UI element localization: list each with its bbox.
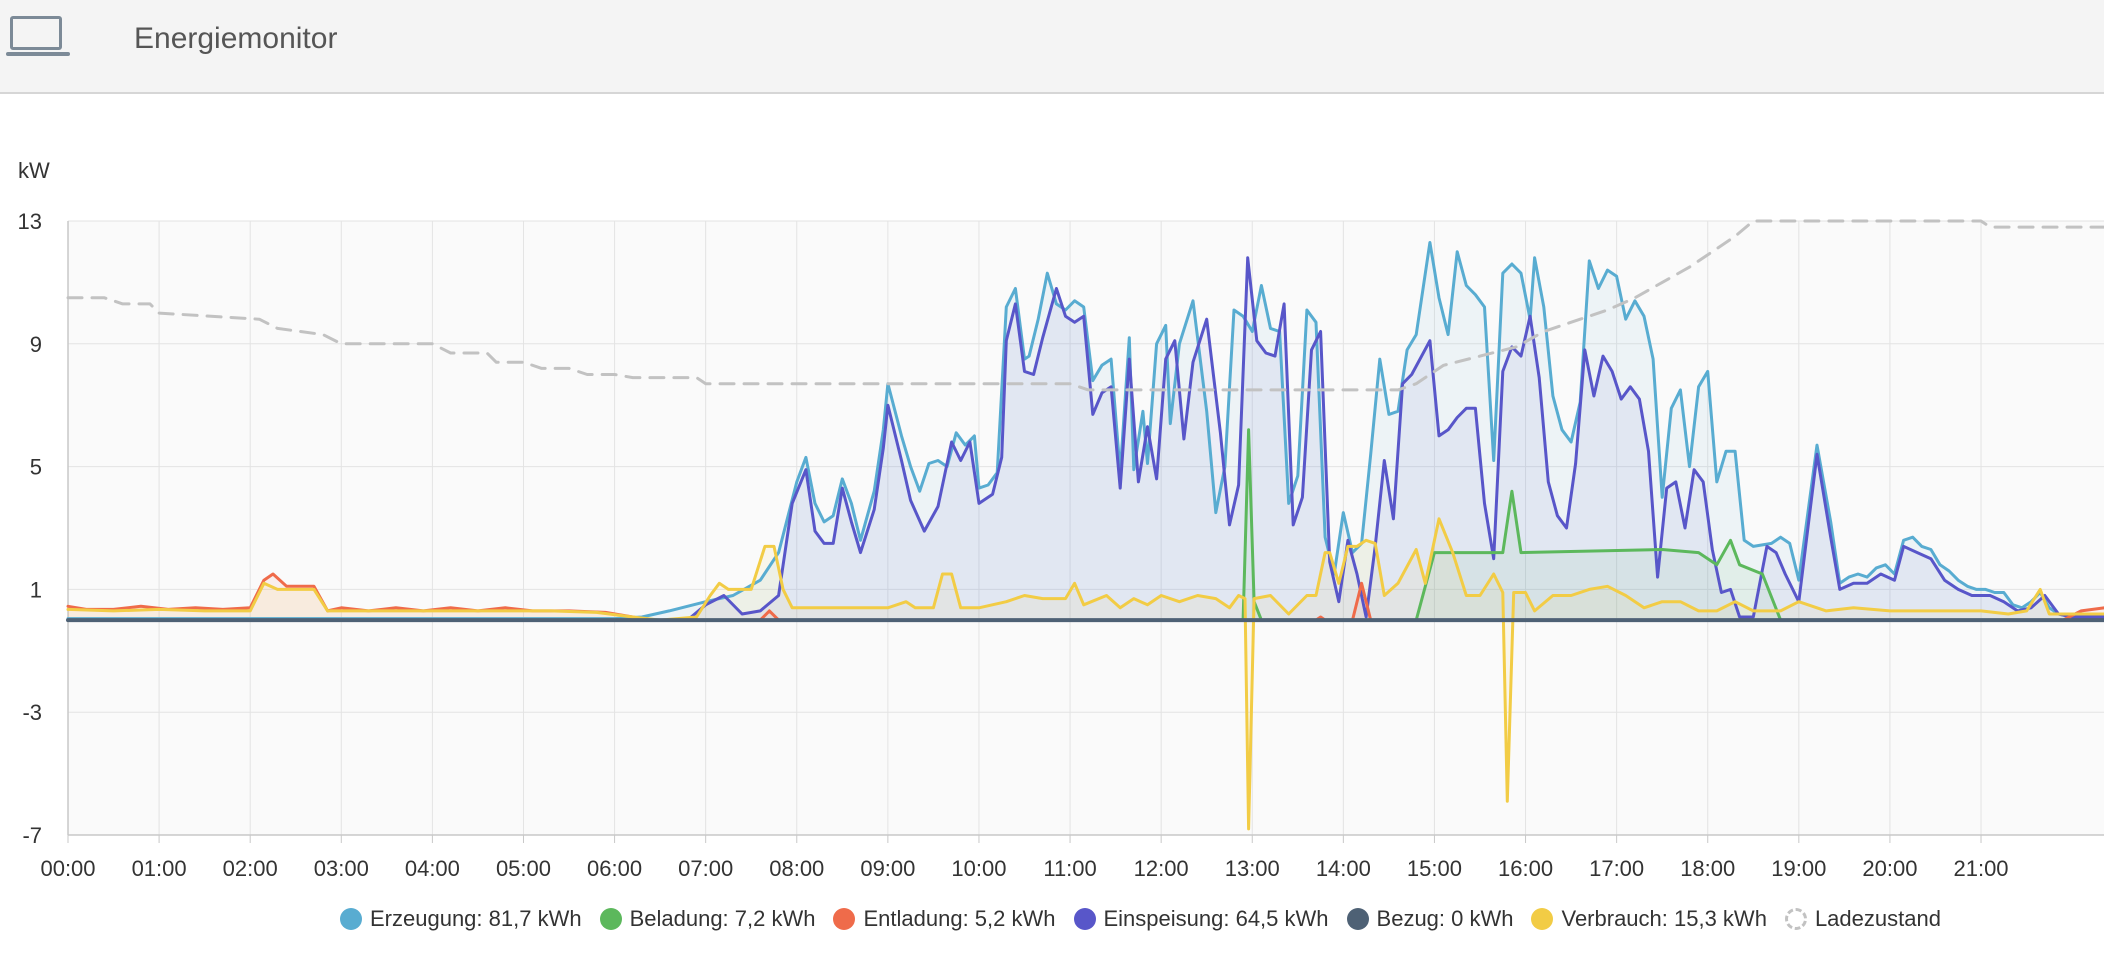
legend-label: Bezug: 0 kWh [1376,906,1514,931]
x-tick-label: 17:00 [1589,856,1644,881]
x-tick-label: 05:00 [496,856,551,881]
series-line-verbrauch [66,517,2104,831]
x-tick-label: 09:00 [860,856,915,881]
legend-swatch [1346,908,1369,930]
app-header: Energiemonitor [0,0,2104,94]
x-tick-label: 13:00 [1225,856,1280,881]
x-tick-label: 06:00 [587,856,642,881]
legend-label: Erzeugung: 81,7 kWh [370,906,582,931]
x-tick-label: 11:00 [1043,856,1096,881]
x-tick-label: 10:00 [951,856,1006,881]
series-area-beladung [68,429,2104,621]
series-area-erzeugung [68,242,2104,621]
energy-chart: kW 13 9 5 1 -3 -7 00:00 01:00 02:00 03:00 04:00 05:0… [18,158,2104,881]
legend-label: Entladung: 5,2 kWh [863,906,1056,931]
legend-label: Beladung: 7,2 kWh [629,906,816,931]
x-tick-label: 02:00 [223,856,278,881]
legend-swatch [833,908,856,930]
x-tick-label: 21:00 [1953,856,2008,881]
x-tick-label: 01:00 [132,856,187,881]
legend-swatch [340,908,362,930]
legend-label: Ladezustand [1814,906,1941,931]
legend-item-ladezustand[interactable]: Ladezustand [1784,906,1941,932]
x-tick-label: 12:00 [1134,856,1189,881]
y-tick-label: -7 [22,823,42,848]
legend-item-einspeisung[interactable]: Einspeisung: 64,5 kWh [1073,906,1329,932]
page-title: Energiemonitor [134,22,338,55]
laptop-icon[interactable] [6,16,70,60]
legend-item-entladung[interactable]: Entladung: 5,2 kWh [833,906,1056,932]
legend-swatch [1531,908,1554,930]
x-tick-label: 08:00 [769,856,824,881]
series-area-entladung [68,574,2104,621]
y-tick-label: 5 [30,455,42,480]
legend-item-beladung[interactable]: Beladung: 7,2 kWh [599,906,816,932]
x-tick-label: 16:00 [1498,856,1553,881]
x-tick-label: 15:00 [1407,856,1462,881]
series-area-einspeisung [68,257,2104,621]
x-tick-label: 14:00 [1316,856,1371,881]
x-tick-label: 07:00 [678,856,733,881]
chart-legend: Erzeugung: 81,7 kWh Beladung: 7,2 kWh Entl… [340,898,1959,940]
y-tick-label: -3 [22,700,42,725]
legend-swatch [599,908,622,930]
y-tick-label: 13 [18,209,42,234]
legend-label: Einspeisung: 64,5 kWh [1103,906,1329,931]
x-tick-label: 18:00 [1680,856,1735,881]
series-line-ladezustand [66,219,2104,392]
x-tick-label: 04:00 [405,856,460,881]
series-area-verbrauch [68,518,2104,829]
y-axis-unit: kW [18,158,50,183]
legend-item-erzeugung[interactable]: Erzeugung: 81,7 kWh [340,906,582,932]
legend-item-bezug[interactable]: Bezug: 0 kWh [1346,906,1514,932]
legend-swatch [1073,908,1096,930]
legend-swatch [1784,908,1807,930]
y-tick-label: 9 [30,332,42,357]
series-line-einspeisung [66,256,2104,622]
legend-item-verbrauch[interactable]: Verbrauch: 15,3 kWh [1531,906,1767,932]
x-tick-label: 20:00 [1862,856,1917,881]
y-tick-label: 1 [30,577,42,602]
legend-label: Verbrauch: 15,3 kWh [1561,906,1767,931]
series-line-erzeugung [66,241,2104,621]
x-tick-label: 03:00 [314,856,369,881]
x-tick-label: 00:00 [40,856,95,881]
x-tick-label: 19:00 [1771,856,1826,881]
